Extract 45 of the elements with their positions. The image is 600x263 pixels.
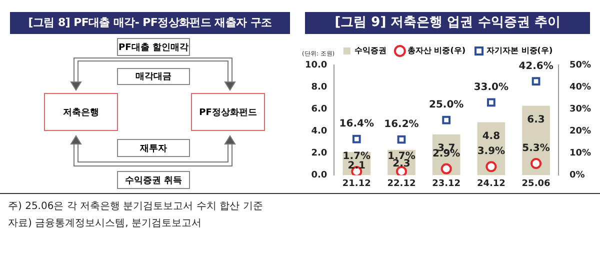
y-tick-label: 0.0	[311, 170, 328, 181]
data-label: 25.0%	[428, 100, 464, 111]
point	[532, 77, 540, 86]
text: 수익증권 취득	[117, 171, 190, 189]
data-label: 16.4%	[339, 118, 374, 130]
point	[442, 116, 451, 124]
x-tick-label: 25.06	[522, 178, 550, 189]
text: 자료) 금융통계정보시스템, 분기검토보고서	[8, 217, 202, 230]
text: PF대출 할인매각	[117, 38, 190, 56]
point	[487, 98, 496, 107]
y2-tick-label: 10%	[569, 148, 592, 159]
data-label: 16.2%	[384, 119, 419, 130]
y-tick-label: 4.0	[311, 126, 328, 136]
y-tick-label: 2.0	[311, 148, 328, 159]
y-tick-label: 10.0	[304, 60, 328, 70]
x-tick-label: 22.12	[387, 178, 416, 189]
data-label: 5.3%	[522, 143, 550, 154]
data-label: 42.6%	[518, 60, 554, 72]
y2-tick-label: 0%	[569, 170, 585, 181]
chart-title: [그림 9] 저축은행 업권 수익증권 추이	[305, 12, 590, 34]
data-label: 6.3	[527, 114, 545, 126]
data-label: 1.7%	[342, 151, 370, 162]
point	[440, 163, 452, 174]
x-tick-label: 21.12	[342, 178, 371, 189]
point	[530, 158, 542, 170]
y2-tick-label: 50%	[569, 60, 592, 70]
point	[352, 134, 361, 144]
legend-label: 수익증권	[354, 46, 386, 56]
data-label: 3.9%	[477, 146, 506, 158]
y-tick-label: 8.0	[311, 82, 328, 92]
legend-label: 총자산 비중(우)	[407, 46, 466, 56]
y2-tick-label: 20%	[569, 126, 592, 136]
legend-label: 자기자본 비중(우)	[486, 46, 553, 56]
data-label: 2.1	[348, 160, 366, 172]
point	[397, 135, 406, 144]
point	[486, 161, 497, 172]
y2-tick-label: 30%	[569, 104, 592, 114]
data-label: 4.8	[482, 130, 500, 142]
text: 주) 25.06은 각 저축은행 분기검토보고서 수치 합산 기준	[8, 200, 263, 213]
data-label: 33.0%	[474, 82, 509, 94]
x-tick-label: 24.12	[476, 178, 506, 189]
text: [그림 8] PF대출 매각- PF정상화펀드 재출자 구조	[10, 12, 290, 34]
y2-tick-label: 40%	[569, 82, 592, 92]
x-tick-label: 23.12	[432, 178, 461, 189]
y-tick-label: 6.0	[311, 104, 328, 114]
